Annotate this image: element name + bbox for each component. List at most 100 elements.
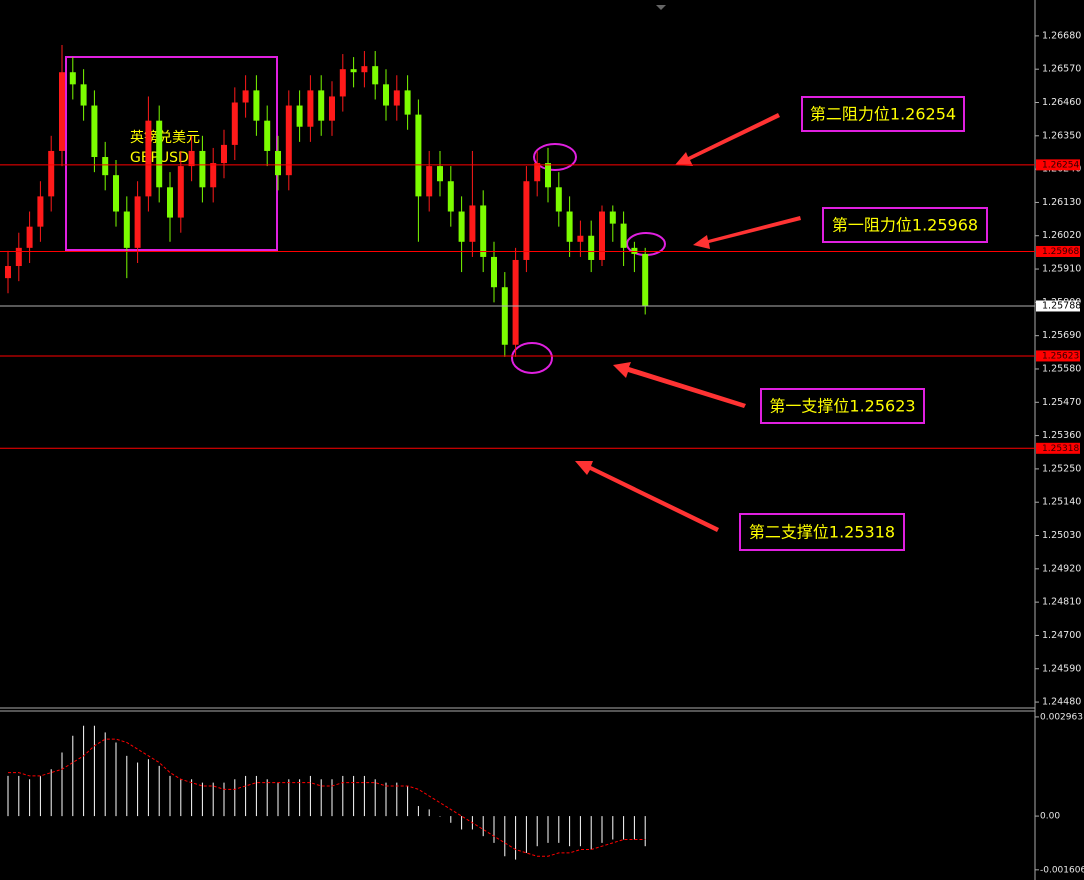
candle-body: [296, 105, 303, 127]
candle-body: [199, 150, 206, 188]
candle-body: [134, 196, 141, 248]
level-tag: [1036, 245, 1080, 257]
candle-body: [91, 105, 98, 158]
candle-body: [426, 166, 433, 197]
candle-body: [372, 66, 379, 85]
y-tick-label: 1.24920: [1042, 563, 1081, 574]
candle-body: [15, 247, 22, 267]
candle-body: [69, 72, 76, 85]
candle-body: [177, 166, 184, 218]
highlight-ellipse: [533, 143, 577, 171]
candle-body: [113, 175, 119, 212]
candle-body: [491, 256, 497, 288]
y-tick-label: 1.24810: [1042, 597, 1081, 608]
candle-body: [210, 163, 217, 188]
candle-body: [5, 266, 11, 279]
arrow: [575, 461, 719, 532]
signal-line: [8, 738, 646, 857]
candle-body: [285, 105, 292, 176]
candle-body: [253, 90, 260, 121]
candle-body: [167, 187, 173, 218]
current-price-tag: [1036, 300, 1080, 312]
y-tick-label: 1.26680: [1042, 30, 1081, 41]
candle-body: [242, 90, 249, 103]
annotation-box: [760, 388, 925, 424]
level-label: 1.25968: [1042, 247, 1079, 257]
highlight-ellipse: [511, 342, 553, 374]
y2-tick-label: 0.00: [1040, 812, 1060, 822]
y-tick-label: 1.25690: [1042, 330, 1081, 341]
candle-body: [588, 235, 595, 260]
y-tick-label: 1.25580: [1042, 363, 1081, 374]
y2-tick-label: 0.002963: [1040, 712, 1083, 722]
candle-body: [188, 150, 195, 167]
candle-body: [577, 235, 584, 242]
candle-body: [48, 150, 55, 197]
candle-body: [123, 211, 130, 248]
symbol-name: 英镑兑美元: [130, 129, 200, 146]
y-tick-label: 1.24590: [1042, 663, 1081, 674]
candle-body: [318, 90, 325, 121]
y-tick-label: 1.24480: [1042, 697, 1081, 708]
candle-body: [437, 166, 443, 182]
candle-body: [26, 226, 33, 248]
candle-body: [631, 247, 638, 254]
level-tag: [1036, 159, 1080, 171]
candle-body: [264, 120, 271, 151]
y-tick-label: 1.26020: [1042, 230, 1081, 241]
annotation-box: [801, 96, 965, 132]
y-tick-label: 1.24700: [1042, 630, 1081, 641]
y-tick-label: 1.26570: [1042, 64, 1081, 75]
candle-body: [480, 205, 487, 257]
y-tick-label: 1.25470: [1042, 397, 1081, 408]
level-label: 1.26254: [1042, 160, 1079, 170]
level-tag: [1036, 442, 1080, 454]
level-label: 1.25318: [1042, 444, 1079, 454]
candle-body: [501, 287, 508, 345]
y-tick-label: 1.26350: [1042, 130, 1081, 141]
candle-body: [415, 114, 422, 197]
candle-body: [307, 90, 314, 127]
y-tick-label: 1.25360: [1042, 430, 1081, 441]
candle-body: [469, 205, 476, 242]
candle-body: [523, 181, 530, 260]
candle-body: [447, 181, 454, 212]
y-tick-label: 1.25250: [1042, 463, 1081, 474]
annotation-text: 第二支撑位1.25318: [749, 523, 895, 542]
current-price-label: 1.25788: [1042, 300, 1081, 311]
annotation-box: [739, 513, 905, 551]
candle-body: [231, 102, 238, 145]
annotation-text: 第二阻力位1.26254: [810, 105, 956, 124]
candle-body: [145, 120, 152, 197]
scroll-marker: [656, 5, 666, 10]
candle-body: [102, 157, 109, 176]
candle-body: [59, 72, 65, 151]
arrow: [613, 362, 746, 408]
y-tick-label: 1.26460: [1042, 97, 1081, 108]
candle-body: [404, 90, 411, 115]
candle-body: [80, 84, 87, 106]
candle-body: [512, 259, 519, 345]
candle-body: [350, 69, 357, 73]
level-label: 1.25623: [1042, 351, 1079, 361]
level-tag: [1036, 350, 1080, 362]
annotation-text: 第一支撑位1.25623: [769, 397, 915, 416]
candle-body: [555, 187, 562, 212]
y-tick-label: 1.25140: [1042, 497, 1081, 508]
candle-body: [37, 196, 44, 227]
candle-body: [221, 144, 227, 164]
candle-body: [609, 211, 616, 224]
y-tick-label: 1.25030: [1042, 530, 1081, 541]
candle-body: [275, 150, 281, 176]
candle-body: [361, 66, 368, 73]
candle-body: [329, 96, 335, 121]
candle-body: [383, 84, 389, 106]
candle-body: [642, 253, 649, 306]
candle-body: [599, 211, 605, 260]
candle-body: [534, 163, 541, 182]
arrow: [675, 113, 780, 166]
annotation-text: 第一阻力位1.25968: [832, 216, 978, 235]
candle-body: [339, 69, 346, 97]
y-tick-label: 1.26130: [1042, 197, 1081, 208]
